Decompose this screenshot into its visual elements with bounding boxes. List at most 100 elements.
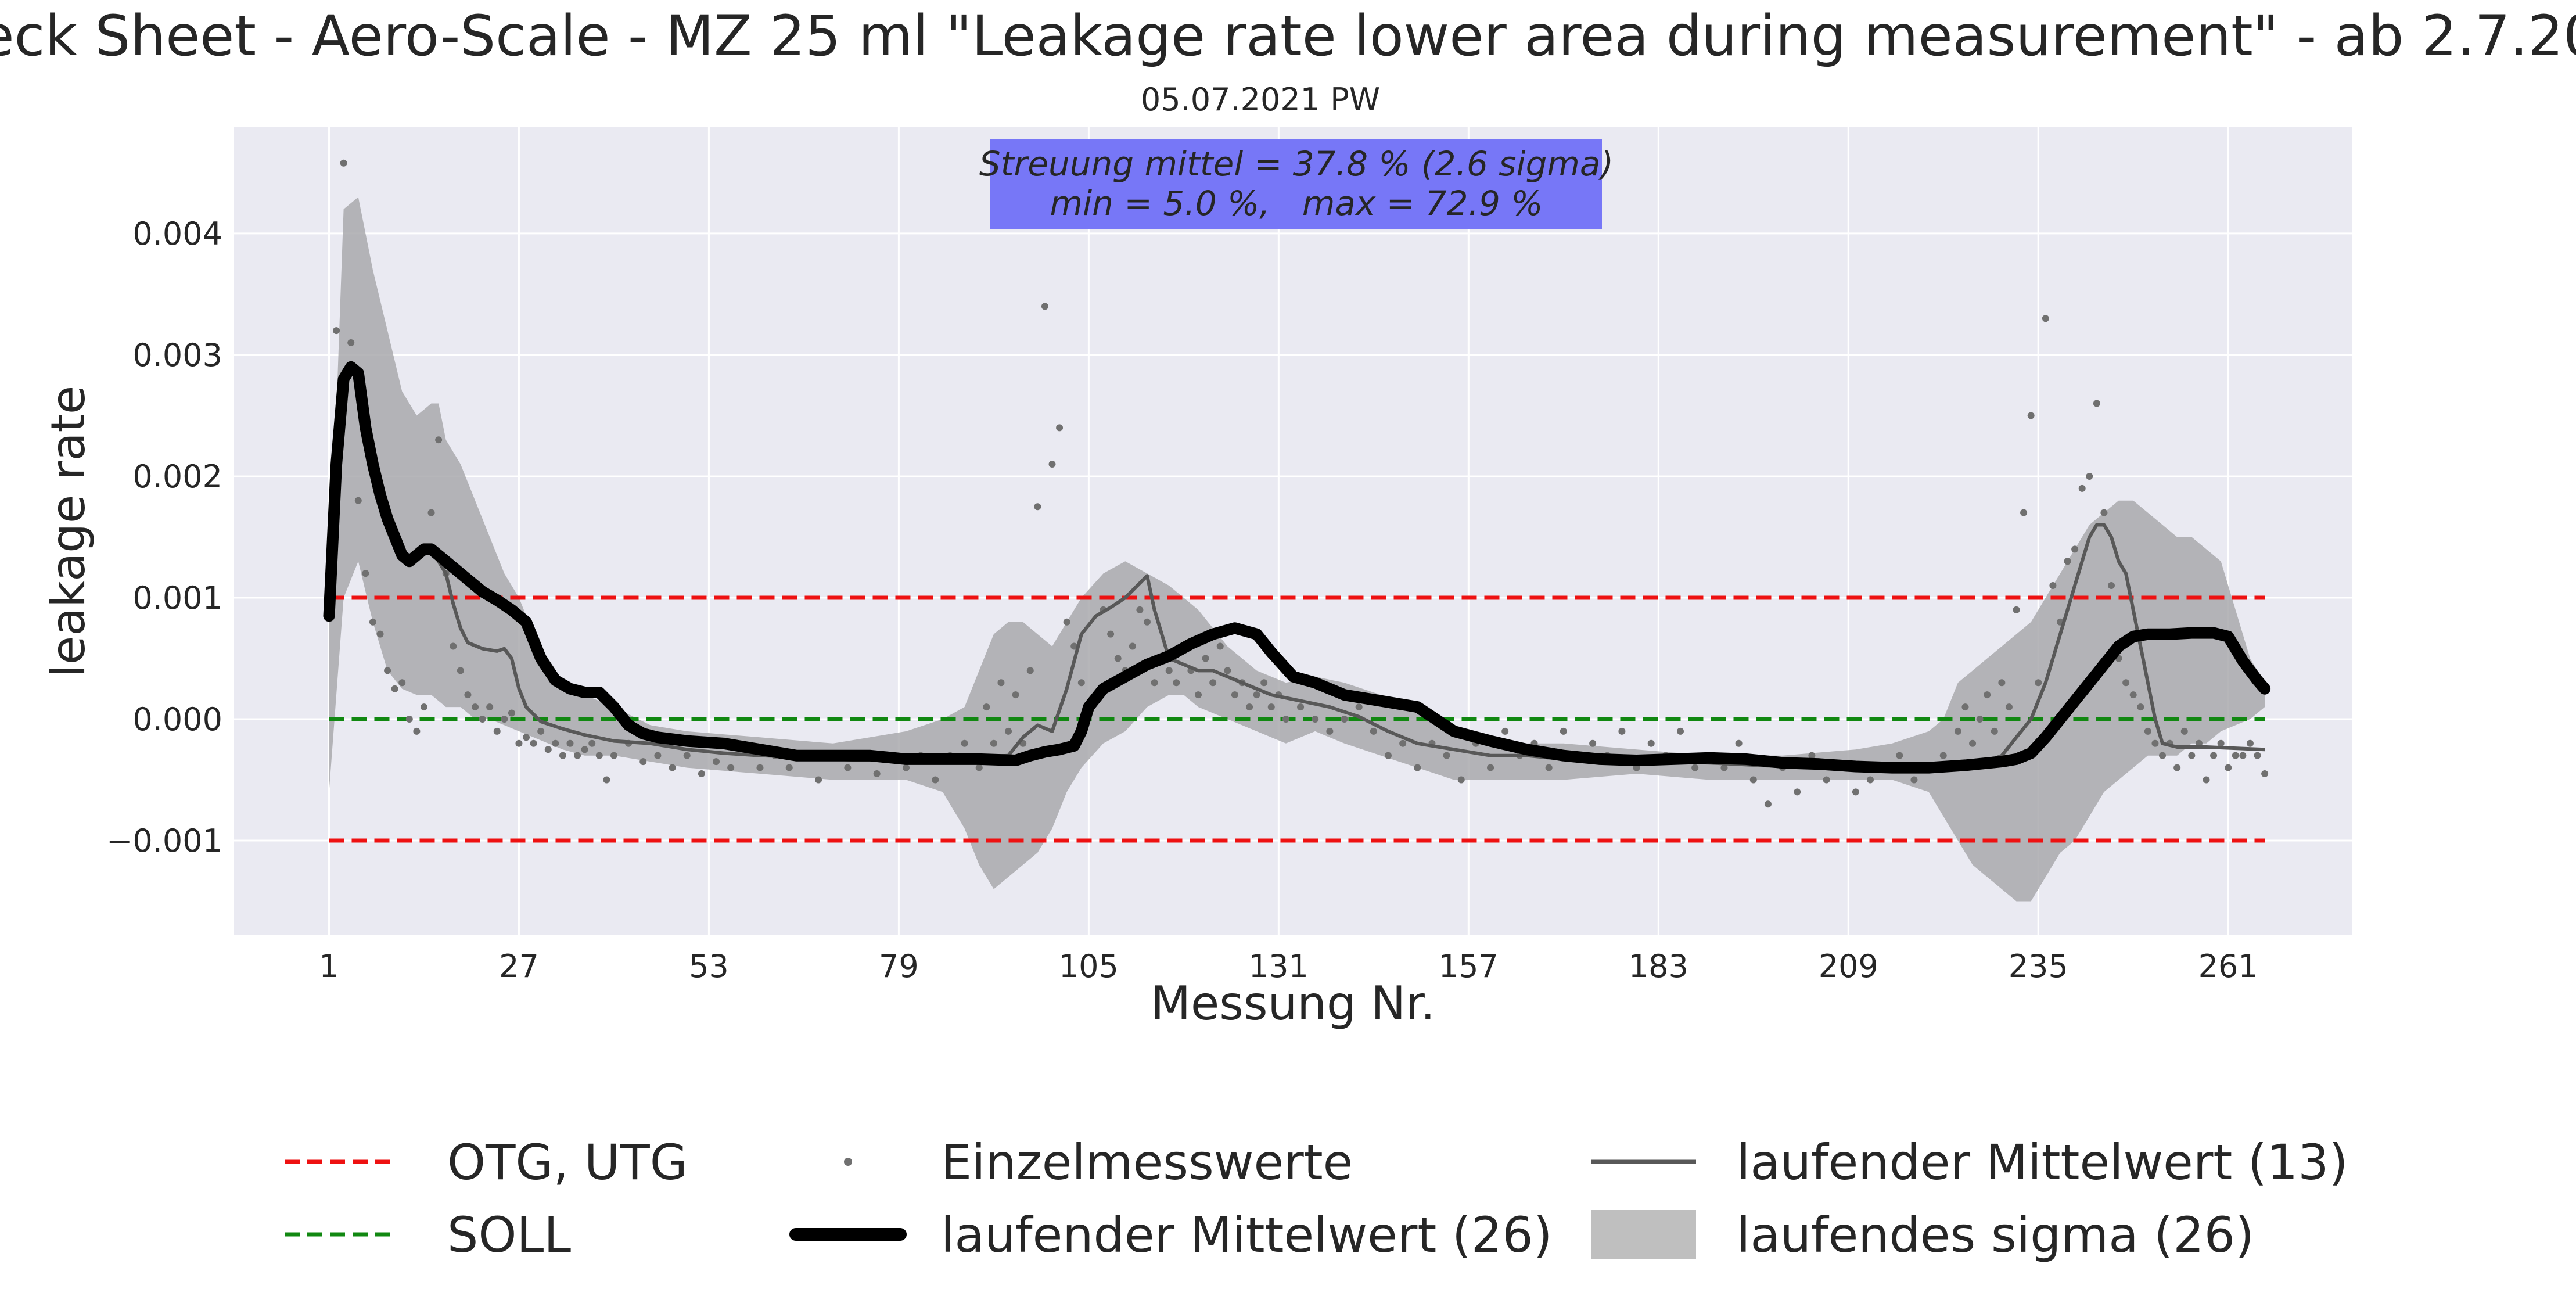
data-point — [347, 339, 355, 347]
data-point — [1501, 727, 1509, 735]
data-point — [1677, 727, 1684, 735]
data-point — [756, 764, 764, 771]
data-point — [464, 691, 472, 699]
data-point — [2261, 770, 2269, 778]
data-point — [2180, 727, 2188, 735]
x-tick-label: 183 — [1629, 948, 1688, 985]
data-point — [1202, 655, 1209, 662]
data-point — [354, 497, 362, 504]
annotation-box: Streuung mittel = 37.8 % (2.6 sigma) min… — [979, 139, 1614, 229]
data-point — [1647, 739, 1655, 747]
data-point — [1984, 691, 1991, 699]
data-point — [1041, 303, 1048, 310]
data-point — [486, 703, 494, 711]
data-point — [2254, 752, 2261, 759]
x-tick-label: 79 — [879, 948, 919, 985]
y-tick-label: 0.003 — [132, 337, 222, 374]
y-tick-label: 0.002 — [132, 458, 222, 495]
data-point — [566, 739, 574, 747]
data-point — [1487, 764, 1494, 771]
data-point — [435, 436, 443, 444]
data-point — [1282, 715, 1289, 723]
data-point — [2188, 752, 2196, 759]
legend-item: laufendes sigma (26) — [1591, 1207, 2254, 1263]
data-point — [2159, 752, 2167, 759]
data-point — [1355, 703, 1363, 711]
data-point — [2122, 679, 2130, 687]
data-point — [1896, 752, 1903, 759]
legend-label: OTG, UTG — [447, 1134, 688, 1191]
data-point — [1545, 764, 1553, 771]
legend-label: laufender Mittelwert (26) — [941, 1207, 1552, 1263]
running-mean-lines-layer — [323, 361, 2271, 774]
data-point — [2232, 752, 2239, 759]
data-point — [1312, 715, 1319, 723]
data-point — [588, 739, 596, 747]
data-point — [1012, 691, 1019, 699]
data-point — [2064, 558, 2071, 565]
data-point — [2151, 739, 2159, 747]
data-point — [384, 667, 391, 674]
data-point — [2005, 703, 2013, 711]
data-point — [2049, 582, 2057, 590]
data-point — [1136, 606, 1144, 613]
x-tick-label: 235 — [2009, 948, 2068, 985]
legend-item: laufender Mittelwert (13) — [1591, 1134, 2348, 1191]
data-point — [603, 776, 610, 784]
data-point — [1063, 618, 1070, 626]
data-point — [1297, 703, 1305, 711]
data-point — [2173, 764, 2181, 771]
data-point — [1151, 679, 1158, 687]
data-point — [479, 715, 486, 723]
tick-labels-layer: 1 27 53 79 105 131 157 183 209 235 261 −0.001 0.000 0… — [106, 216, 2258, 985]
y-tick-label: 0.000 — [132, 701, 222, 738]
data-point — [961, 739, 968, 747]
legend-label: laufender Mittelwert (13) — [1737, 1134, 2348, 1191]
data-point — [983, 703, 990, 711]
data-point — [1735, 739, 1743, 747]
data-point — [669, 764, 676, 771]
data-point — [2137, 703, 2144, 711]
data-point — [990, 739, 997, 747]
data-point — [1005, 727, 1012, 735]
data-point — [1070, 642, 1078, 650]
data-point — [1034, 503, 1041, 511]
data-point — [2078, 484, 2086, 492]
data-point — [1260, 679, 1268, 687]
data-point — [1399, 739, 1407, 747]
y-tick-label: 0.001 — [132, 580, 222, 616]
annotation-line-2: min = 5.0 %, max = 72.9 % — [1050, 184, 1543, 223]
data-point — [1267, 703, 1275, 711]
data-point — [501, 715, 508, 723]
data-point — [1231, 691, 1238, 699]
data-point — [1808, 752, 1816, 759]
data-point — [1056, 424, 1064, 432]
data-point — [413, 727, 421, 735]
data-point — [1961, 703, 1969, 711]
data-point — [1143, 618, 1151, 626]
data-point — [1794, 788, 1801, 796]
data-point — [369, 618, 376, 626]
annotation-line-1: Streuung mittel = 37.8 % (2.6 sigma) — [979, 144, 1614, 184]
data-point — [1129, 642, 1136, 650]
data-point — [727, 764, 735, 771]
sigma-band — [329, 197, 2265, 902]
data-point — [581, 746, 588, 753]
data-point — [785, 764, 793, 771]
data-point — [552, 739, 559, 747]
data-point — [2210, 752, 2218, 759]
x-tick-label: 27 — [499, 948, 539, 985]
data-point — [508, 709, 515, 717]
x-tick-label: 157 — [1439, 948, 1499, 985]
data-point — [902, 764, 910, 771]
legend-swatch — [1591, 1210, 1696, 1259]
data-point — [1209, 679, 1217, 687]
chart-title: Check Sheet - Aero-Scale - MZ 25 ml "Lea… — [0, 3, 2576, 69]
data-point — [1443, 752, 1450, 759]
data-point — [427, 509, 435, 516]
data-point — [2239, 752, 2247, 759]
data-point — [530, 739, 537, 747]
data-point — [1414, 764, 1421, 771]
data-point — [1954, 727, 1961, 735]
